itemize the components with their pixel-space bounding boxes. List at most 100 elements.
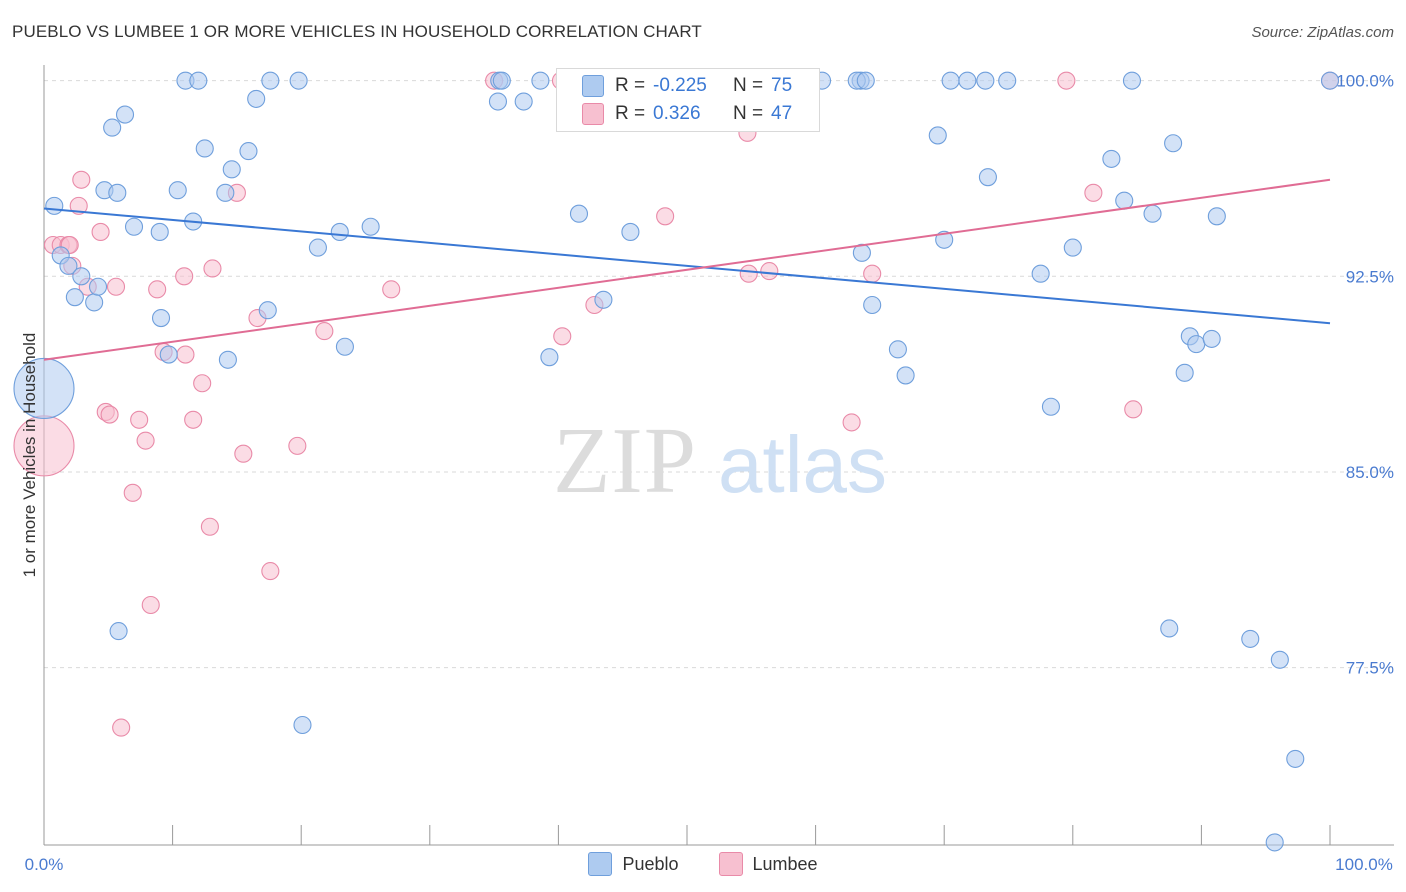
- pueblo-point: [1063, 238, 1082, 257]
- pueblo-point: [935, 230, 954, 249]
- pueblo-point: [1187, 335, 1206, 354]
- lumbee-point: [288, 436, 307, 455]
- lumbee-point: [141, 595, 160, 615]
- pueblo-swatch: [582, 75, 604, 97]
- y-tick-label: 92.5%: [1346, 267, 1394, 286]
- pueblo-point: [124, 217, 144, 236]
- lumbee-point: [842, 413, 861, 432]
- y-tick-label: 77.5%: [1346, 659, 1394, 678]
- stats-box: R = -0.225 N = 75 R = 0.326 N = 47: [556, 68, 820, 132]
- lumbee-r-value: 0.326: [653, 103, 701, 124]
- pueblo-point: [1241, 629, 1260, 648]
- pueblo-point: [308, 238, 327, 257]
- legend-swatch-lumbee: [718, 852, 743, 876]
- lumbee-point: [553, 327, 572, 346]
- pueblo-point: [72, 267, 91, 286]
- pueblo-point: [65, 288, 84, 307]
- pueblo-n-label: N =: [733, 75, 764, 96]
- pueblo-point: [159, 345, 178, 364]
- pueblo-point: [1207, 207, 1226, 226]
- pueblo-point: [258, 301, 277, 320]
- trend-lines: [43, 178, 1331, 361]
- lumbee-point: [136, 431, 155, 450]
- x-tick-label-start: 0.0%: [25, 855, 64, 874]
- legend-label-lumbee: Lumbee: [752, 853, 818, 874]
- pueblo-point: [569, 204, 589, 223]
- lumbee-point: [1124, 400, 1143, 419]
- tick-labels: 77.5% 85.0% 92.5% 100.0% 0.0% 100.0%: [25, 72, 1394, 874]
- y-tick-label: 85.0%: [1346, 463, 1394, 482]
- legend-item-lumbee[interactable]: Lumbee: [718, 852, 818, 876]
- pueblo-r-label: R =: [615, 75, 646, 96]
- pueblo-point: [195, 139, 214, 158]
- pueblo-point: [261, 71, 280, 90]
- pueblo-point: [115, 105, 135, 124]
- lumbee-point: [148, 280, 167, 299]
- pueblo-point: [888, 340, 907, 359]
- lumbee-point: [382, 280, 401, 299]
- lumbee-point: [315, 322, 334, 341]
- lumbee-point: [234, 444, 253, 463]
- lumbee-n-label: N =: [733, 103, 764, 124]
- pueblo-point: [1320, 71, 1340, 90]
- lumbee-point: [261, 562, 280, 581]
- pueblo-point: [594, 290, 613, 309]
- pueblo-point: [59, 256, 78, 275]
- lumbee-point: [91, 222, 110, 242]
- lumbee-point: [739, 264, 758, 283]
- lumbee-point: [200, 517, 219, 536]
- y-tick-label: 100.0%: [1336, 72, 1394, 91]
- source-label: Source: ZipAtlas.com: [1251, 24, 1394, 41]
- pueblo-point: [216, 183, 235, 202]
- legend-swatch-pueblo: [588, 852, 613, 876]
- lumbee-point: [760, 262, 779, 281]
- pueblo-point: [109, 622, 128, 641]
- pueblo-point: [621, 222, 640, 242]
- pueblo-point: [88, 277, 108, 296]
- legend-item-pueblo[interactable]: Pueblo: [588, 852, 679, 876]
- pueblo-r-value: -0.225: [653, 75, 707, 96]
- pueblo-point: [85, 293, 104, 312]
- pueblo-trend-line: [43, 207, 1331, 325]
- lumbee-trend-line: [43, 178, 1331, 361]
- pueblo-point: [978, 168, 997, 187]
- pueblo-point: [1122, 71, 1142, 90]
- pueblo-point: [1270, 650, 1289, 669]
- pueblo-point: [1160, 619, 1179, 638]
- pueblo-point: [941, 71, 960, 90]
- pueblo-point: [189, 71, 208, 90]
- pueblo-point: [335, 337, 354, 356]
- pueblo-point: [45, 196, 64, 215]
- pueblo-point: [1175, 363, 1194, 382]
- pueblo-point: [247, 89, 266, 108]
- pueblo-point: [150, 222, 169, 242]
- pueblo-point: [222, 160, 241, 179]
- pueblo-point: [976, 71, 995, 90]
- pueblo-point: [1286, 749, 1305, 768]
- pueblo-point: [928, 126, 947, 145]
- lumbee-point: [1057, 71, 1076, 90]
- chart-title: PUEBLO VS LUMBEE 1 OR MORE VEHICLES IN H…: [12, 22, 702, 41]
- pueblo-point: [998, 71, 1017, 90]
- pueblo-point: [330, 222, 349, 242]
- lumbee-point: [175, 267, 194, 286]
- pueblo-point: [361, 217, 380, 236]
- pueblo-point: [168, 181, 187, 200]
- lumbee-point: [1084, 183, 1103, 202]
- lumbee-point: [193, 374, 212, 393]
- watermark-atlas: atlas: [718, 420, 887, 509]
- pueblo-point: [103, 118, 122, 137]
- legend-label-pueblo: Pueblo: [622, 853, 679, 874]
- pueblo-point: [856, 71, 875, 90]
- lumbee-point: [72, 170, 91, 189]
- lumbee-point: [112, 718, 131, 737]
- x-tick-label-end: 100.0%: [1335, 855, 1393, 874]
- watermark: ZIP atlas: [553, 409, 887, 513]
- pueblo-point: [958, 71, 977, 90]
- lumbee-r-label: R =: [615, 103, 646, 124]
- pueblo-point: [289, 71, 308, 90]
- pueblo-point: [239, 142, 258, 161]
- lumbee-point: [176, 345, 195, 364]
- pueblo-points: [13, 71, 1340, 852]
- pueblo-point: [1164, 134, 1183, 153]
